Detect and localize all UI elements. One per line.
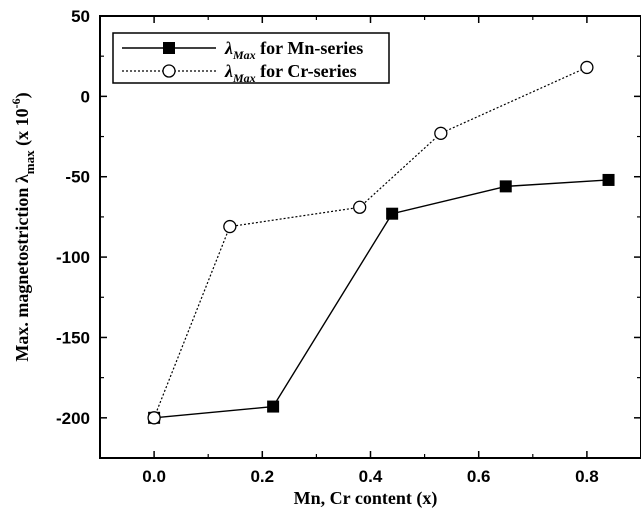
y-axis-title-unit-exp: -6 bbox=[9, 98, 23, 108]
y-axis-title-unit-open: (x 10 bbox=[12, 108, 33, 150]
series-line-2 bbox=[153, 66, 588, 419]
y-axis-title-subscript: max bbox=[22, 150, 37, 174]
x-tick-label: 0.4 bbox=[359, 467, 383, 486]
data-point-circle bbox=[223, 219, 237, 234]
y-tick-label: -50 bbox=[65, 168, 90, 187]
legend-label-2: λMax for Cr-series bbox=[224, 61, 357, 85]
x-axis-title: Mn, Cr content (x) bbox=[294, 488, 438, 509]
y-tick-label: -100 bbox=[56, 248, 90, 267]
legend-label-symbol: λ bbox=[224, 38, 233, 58]
data-point-square bbox=[386, 207, 399, 220]
y-axis-ticks: 50 0 -50 -100 -150 -200 bbox=[56, 7, 641, 459]
y-tick-label: 50 bbox=[71, 7, 90, 26]
data-point-circle bbox=[580, 60, 594, 75]
legend-label-1: λMax for Mn-series bbox=[224, 38, 363, 62]
series-line-1 bbox=[154, 179, 609, 419]
legend-label-subscript: Max bbox=[232, 71, 256, 85]
data-point-circle bbox=[353, 200, 367, 214]
legend-marker-circle bbox=[162, 64, 176, 78]
y-tick-label: -150 bbox=[56, 328, 90, 347]
legend-label-text: for Mn-series bbox=[256, 38, 364, 58]
x-tick-label: 0.6 bbox=[467, 467, 491, 486]
y-axis-title-unit-close: ) bbox=[12, 92, 33, 98]
legend-label-subscript: Max bbox=[232, 48, 256, 62]
legend-label-text: for Cr-series bbox=[256, 61, 357, 81]
data-point-square bbox=[267, 400, 280, 413]
legend-marker-square bbox=[163, 42, 175, 54]
data-point-square bbox=[499, 180, 512, 193]
y-axis-title-symbol: λ bbox=[12, 174, 32, 183]
legend-label-symbol: λ bbox=[224, 61, 233, 81]
data-point-circle bbox=[147, 411, 161, 425]
x-tick-label: 0.2 bbox=[250, 467, 274, 486]
y-tick-label: -200 bbox=[56, 409, 90, 428]
data-point-square bbox=[602, 173, 615, 186]
x-tick-label: 0.0 bbox=[142, 467, 166, 486]
x-tick-label: 0.8 bbox=[575, 467, 599, 486]
y-axis-title-prefix: Max. magnetostriction bbox=[12, 183, 32, 361]
data-point-circle bbox=[434, 126, 448, 140]
y-axis-title: Max. magnetostriction λmax (x 10-6) bbox=[9, 92, 37, 361]
x-axis-ticks: 0.0 0.2 0.4 0.6 0.8 bbox=[99, 16, 641, 486]
series-layer bbox=[147, 60, 615, 425]
legend-box bbox=[112, 32, 390, 84]
y-tick-label: 0 bbox=[81, 87, 90, 106]
